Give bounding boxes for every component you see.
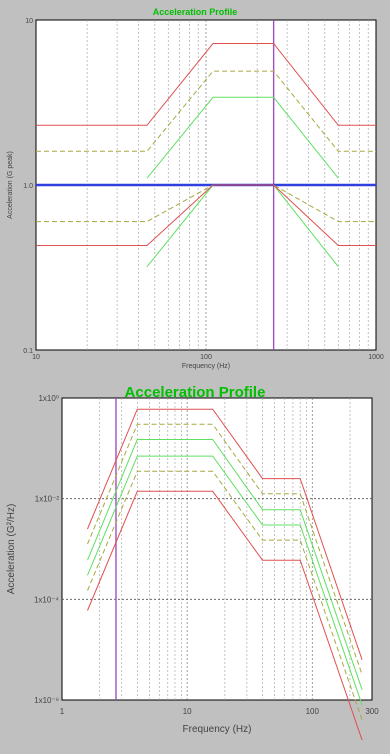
x-tick-label: 1 (60, 707, 65, 716)
series-line (87, 490, 363, 741)
y-tick-label: 0.1 (23, 348, 33, 355)
y-tick-label: 1x10⁻⁶ (34, 696, 59, 705)
bottom-chart-panel: Acceleration Profile 1 10 100 300 1x10⁰ 1x10⁻… (0, 378, 390, 754)
x-tick-label: 1000 (368, 354, 384, 361)
y-tick-label: 1x10⁰ (38, 394, 59, 403)
y-axis-label: Acceleration (G peak) (7, 151, 14, 219)
x-axis-label: Frequency (Hz) (183, 724, 252, 735)
x-axis-label: Frequency (Hz) (182, 363, 230, 370)
y-tick-label: 1.0 (23, 183, 33, 190)
series-line (87, 470, 363, 721)
series-line (146, 96, 339, 179)
series-line (87, 439, 363, 690)
series-line (87, 423, 363, 675)
y-tick-label: 1x10⁻⁴ (34, 595, 60, 604)
series-line (36, 70, 376, 152)
x-tick-label: 300 (365, 707, 379, 716)
series-line (36, 43, 376, 126)
top-chart-svg: 10 100 1000 0.1 1.0 10 Frequency (Hz) Accelerat… (7, 18, 384, 370)
y-tick-label: 1x10⁻² (35, 495, 60, 504)
top-chart-panel: Acceleration Profile 10 100 1000 0.1 1.0 10 Fr… (0, 0, 390, 372)
x-tick-label: 10 (32, 354, 40, 361)
bottom-chart-svg: 1 10 100 300 1x10⁰ 1x10⁻² 1x10⁻⁴ 1x10⁻⁶ Frequenc… (6, 394, 379, 741)
plot-area (61, 397, 373, 701)
y-axis-label: Acceleration (G²/Hz) (6, 504, 17, 595)
x-tick-label: 100 (306, 707, 320, 716)
x-tick-label: 100 (200, 354, 212, 361)
y-tick-label: 10 (25, 18, 33, 25)
top-chart-title: Acceleration Profile (152, 7, 238, 17)
series-line (36, 184, 376, 246)
series-line (87, 408, 363, 660)
x-tick-label: 10 (183, 707, 192, 716)
bottom-chart-title: Acceleration Profile (124, 384, 266, 401)
series-line (87, 455, 363, 706)
